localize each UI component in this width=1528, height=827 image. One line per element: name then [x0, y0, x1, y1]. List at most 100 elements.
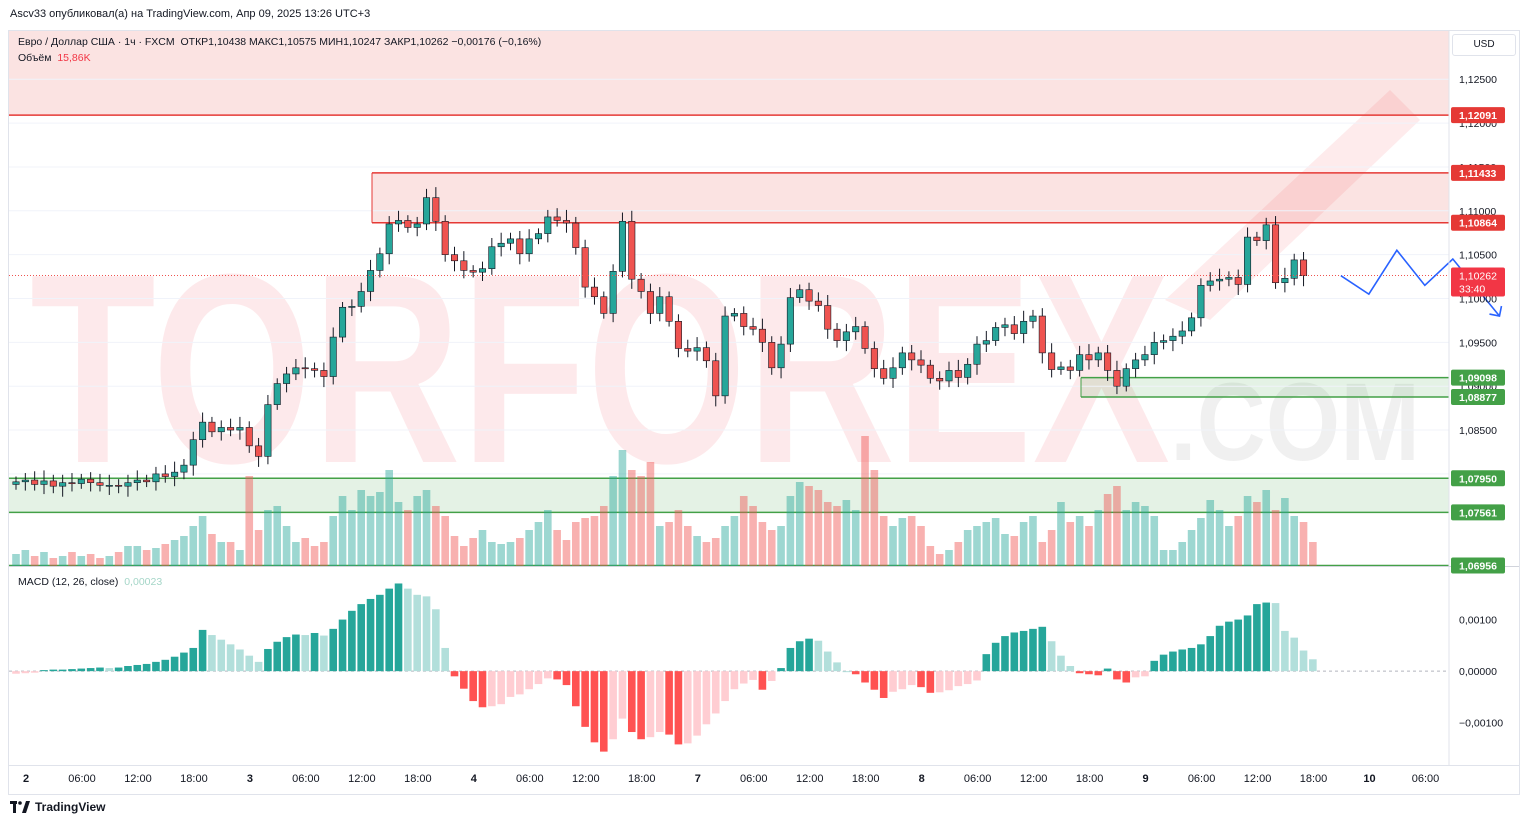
time-tick: 8 — [919, 773, 925, 785]
candle-body — [553, 216, 561, 221]
macd-bar — [861, 671, 869, 683]
candle-body — [870, 348, 878, 369]
macd-bar — [1103, 668, 1112, 672]
macd-bar — [394, 583, 403, 672]
volume-bar — [516, 538, 524, 566]
time-tick: 18:00 — [180, 773, 208, 785]
candle-body — [1206, 280, 1214, 286]
macd-bar — [739, 671, 748, 684]
macd-bar — [627, 671, 636, 733]
volume-bar — [1206, 500, 1215, 566]
candle-body — [833, 328, 841, 341]
volume-bar — [1029, 516, 1037, 566]
macd-bar — [1187, 647, 1196, 672]
candle-body — [646, 291, 654, 314]
candle-body — [1057, 366, 1065, 370]
macd-bar — [516, 671, 524, 695]
tradingview-footer[interactable]: TradingView — [10, 800, 105, 814]
candle-body — [49, 480, 57, 487]
volume-bar — [646, 462, 655, 566]
zone-resistance-upper — [9, 31, 1449, 116]
candle-body — [674, 321, 682, 349]
volume-bar — [991, 518, 1000, 566]
currency-button[interactable]: USD — [1452, 34, 1516, 56]
time-tick: 10 — [1363, 773, 1375, 785]
macd-bar — [823, 651, 832, 672]
macd-bar — [963, 671, 972, 685]
volume-bar — [21, 550, 30, 566]
candle-body — [852, 326, 860, 333]
volume-bar — [711, 538, 720, 566]
level-label: 1,11433 — [1459, 168, 1497, 180]
time-tick: 3 — [247, 773, 253, 785]
level-label-bg — [1451, 470, 1505, 487]
volume-bar — [777, 526, 785, 566]
macd-bar — [599, 671, 608, 752]
macd-bar — [1271, 603, 1280, 672]
macd-bar — [226, 644, 235, 672]
volume-bar — [432, 506, 440, 566]
level-label-bg — [1451, 557, 1505, 574]
candle-body — [721, 315, 729, 397]
macd-bar — [506, 671, 515, 697]
candle-body — [1001, 324, 1009, 328]
candle-body — [768, 342, 776, 369]
volume-bar — [338, 496, 347, 566]
candle-body — [115, 485, 123, 487]
volume-bar — [861, 436, 869, 566]
symbol-legend[interactable]: Евро / Доллар США · 1ч · FXCM ОТКР1,1043… — [18, 36, 541, 48]
macd-bar — [1075, 671, 1084, 674]
macd-bar — [637, 671, 645, 740]
volume-bar — [329, 516, 338, 566]
volume-bar — [1066, 522, 1075, 566]
macd-bar — [1019, 630, 1028, 672]
candle-body — [590, 286, 598, 298]
macd-bar — [208, 635, 216, 672]
volume-bar — [1234, 516, 1243, 566]
macd-bar — [898, 671, 907, 690]
time-tick: 18:00 — [1300, 773, 1328, 785]
volume-bar — [114, 552, 123, 566]
macd-bar — [142, 663, 151, 672]
volume-bar — [1141, 506, 1149, 566]
candle-body — [1132, 359, 1140, 369]
volume-bar — [366, 496, 375, 566]
macd-bar — [478, 671, 487, 708]
macd-bar — [12, 671, 20, 674]
volume-bar — [889, 526, 897, 566]
candle-body — [385, 223, 393, 255]
macd-bar — [730, 671, 739, 690]
volume-bar — [12, 554, 20, 566]
candle-body — [861, 326, 869, 349]
macd-bar — [1001, 636, 1009, 672]
level-label-bg — [1451, 164, 1505, 181]
time-tick: 06:00 — [292, 773, 320, 785]
volume-bar — [124, 546, 132, 566]
candle-body — [609, 271, 617, 314]
candle-body — [1253, 236, 1261, 241]
macd-bar — [1234, 619, 1243, 672]
time-tick: 12:00 — [348, 773, 376, 785]
volume-bar — [637, 476, 645, 566]
volume-legend[interactable]: Объём 15,86K — [18, 52, 91, 64]
macd-bar — [1253, 604, 1261, 672]
macd-bar — [488, 671, 496, 707]
volume-bar — [805, 486, 813, 566]
volume-bar — [572, 522, 580, 566]
volume-bar — [683, 526, 692, 566]
time-tick: 12:00 — [1244, 773, 1272, 785]
macd-bar — [1206, 636, 1215, 672]
macd-bar — [338, 619, 347, 672]
macd-bar — [851, 671, 860, 675]
volume-bar — [142, 550, 151, 566]
macd-bar — [198, 629, 207, 672]
macd-bar — [1281, 630, 1289, 672]
candle-body — [1010, 324, 1018, 334]
zone-support-upper — [1081, 377, 1449, 397]
macd-bar — [618, 671, 627, 719]
candle-body — [1029, 315, 1037, 322]
volume-bar — [562, 540, 571, 566]
volume-bar — [441, 516, 449, 566]
macd-legend[interactable]: MACD (12, 26, close) 0,00023 — [18, 576, 162, 588]
